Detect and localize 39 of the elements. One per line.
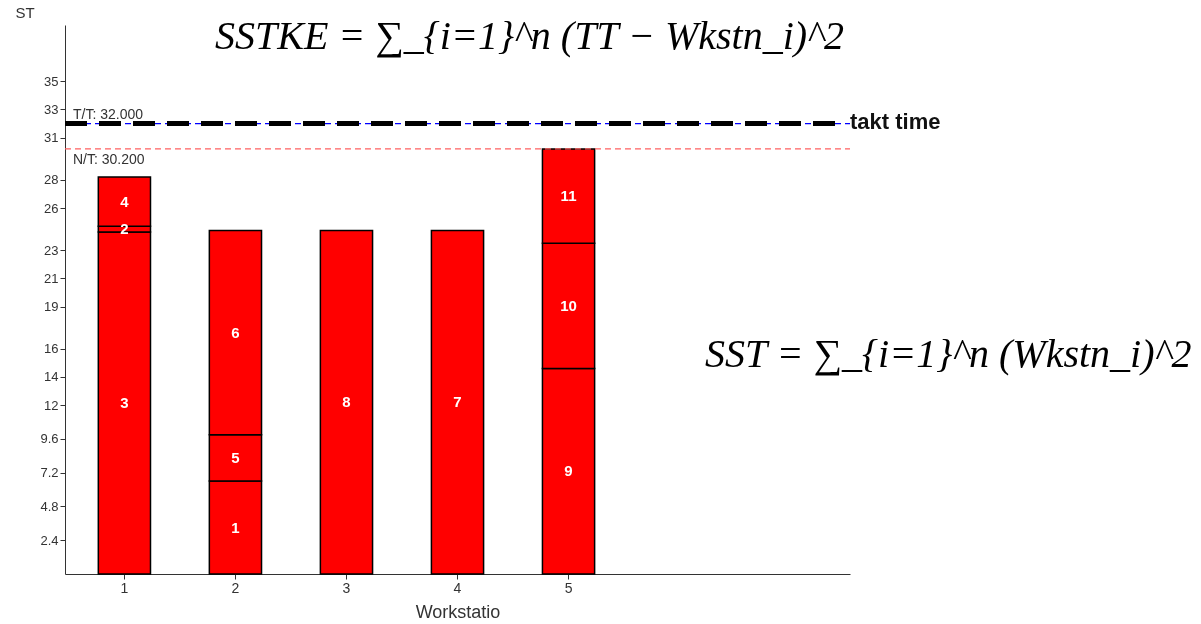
x-tick-label: 5 — [564, 579, 573, 596]
annotation: 9 — [564, 462, 573, 480]
x-tick-label: 1 — [120, 579, 129, 596]
ref-line-label: takt time — [850, 108, 941, 134]
x-axis-title: Workstatio — [415, 601, 501, 622]
text: SST = ∑_{i=1}^n (Wkstn_i)^2 — [705, 331, 1192, 376]
y-tick-label: 23 — [44, 242, 59, 258]
y-tick-label: 26 — [44, 200, 59, 216]
x-tick-label: 4 — [453, 579, 462, 596]
x-tick-label: 3 — [342, 579, 351, 596]
y-tick-label: 4.8 — [40, 498, 59, 514]
annotation: 6 — [231, 323, 240, 341]
y-tick-label: 19 — [44, 299, 59, 315]
y-tick-label: 12 — [44, 397, 59, 413]
bar — [430, 229, 485, 575]
y-tick-label: 7.2 — [40, 465, 59, 481]
y-tick-label: 2.4 — [40, 532, 59, 548]
bar — [319, 229, 374, 575]
annotation: 4 — [120, 192, 130, 210]
y-tick-label: 21 — [44, 270, 59, 286]
y-tick-label: 9.6 — [40, 431, 59, 447]
y-tick-label: 31 — [44, 130, 59, 146]
annotation: SSTKE = ∑_{i=1}^n (TT − Wkstn_i)^2 — [215, 13, 844, 58]
annotation: 8 — [342, 393, 351, 411]
annotation: 3 — [120, 393, 129, 411]
y-axis-title: ST — [15, 3, 35, 21]
annotation: 11 — [560, 187, 577, 205]
y-tick-label: 33 — [44, 101, 59, 117]
y-tick-label: 16 — [44, 341, 59, 357]
annotation: 5 — [231, 448, 240, 466]
ref-line-label: T/T: 32.000 — [73, 105, 144, 122]
y-tick-label: 14 — [44, 369, 59, 385]
x-tick-label: 2 — [231, 579, 240, 596]
annotation: 7 — [453, 393, 462, 411]
y-tick-label: 28 — [44, 172, 59, 188]
y-tick-label: 35 — [44, 73, 59, 89]
annotation: 10 — [560, 296, 577, 314]
ref-line-label: N/T: 30.200 — [73, 150, 145, 167]
annotation: 1 — [231, 518, 240, 536]
